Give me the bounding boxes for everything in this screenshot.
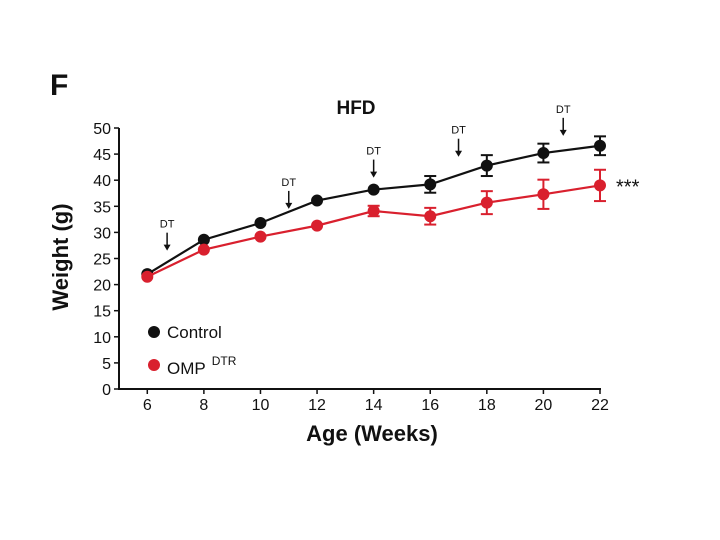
dt-arrow-3: DT: [366, 146, 381, 178]
y-tick-label-10: 10: [93, 330, 111, 347]
x-tick-label-14: 14: [365, 397, 383, 414]
data-point: [480, 196, 493, 209]
legend-label-superscript: DTR: [212, 354, 237, 368]
y-tick-label-35: 35: [93, 199, 111, 216]
arrow-down-icon: [163, 244, 171, 251]
y-tick-label-0: 0: [102, 382, 111, 399]
x-tick-label-22: 22: [591, 397, 609, 414]
data-point: [424, 210, 437, 223]
dt-label: DT: [160, 219, 175, 231]
data-point: [367, 204, 380, 217]
data-point: [197, 243, 210, 256]
data-point: [537, 147, 550, 160]
legend-label-omp-dtr: OMP DTR: [167, 354, 237, 378]
data-point: [424, 178, 437, 191]
data-point: [594, 179, 606, 192]
data-point: [254, 230, 267, 243]
legend-marker-control: [148, 326, 160, 338]
data-point: [141, 270, 154, 283]
dt-arrow-2: DT: [281, 177, 296, 209]
annotations: DT DT DT DT DT ***: [160, 104, 640, 251]
y-axis-label: Weight (g): [48, 203, 73, 310]
dt-label: DT: [451, 125, 466, 137]
data-point: [537, 188, 550, 201]
data-point: [197, 233, 210, 246]
data-point: [311, 219, 324, 232]
y-tick-label-45: 45: [93, 147, 111, 164]
x-tick-label-20: 20: [535, 397, 553, 414]
dt-arrow-4: DT: [451, 125, 466, 157]
legend: Control OMP DTR: [148, 323, 237, 378]
legend-label-omp: OMP: [167, 359, 206, 378]
data-point: [367, 183, 380, 196]
x-tick-label-12: 12: [308, 397, 326, 414]
y-tick-label-5: 5: [102, 356, 111, 373]
y-tick-label-20: 20: [93, 278, 111, 295]
dt-label: DT: [281, 177, 296, 189]
dt-label: DT: [366, 146, 381, 158]
arrow-down-icon: [370, 171, 378, 178]
x-tick-label-16: 16: [421, 397, 439, 414]
dt-arrow-5: DT: [556, 104, 571, 136]
significance-label: ***: [616, 176, 640, 198]
data-point: [480, 159, 493, 172]
legend-marker-omp-dtr: [148, 359, 160, 371]
axes: 0 5 10 15 20 25 30 35 40 45 50 6 8 10 12 14 16 18 20 22: [93, 121, 609, 414]
y-tick-label-30: 30: [93, 225, 111, 242]
y-tick-label-25: 25: [93, 252, 111, 269]
dt-label: DT: [556, 104, 571, 116]
arrow-down-icon: [285, 202, 293, 209]
panel-label: F: [50, 69, 68, 102]
arrow-down-icon: [455, 150, 463, 157]
x-tick-label-6: 6: [143, 397, 152, 414]
series-omp: [141, 168, 606, 283]
legend-label-control: Control: [167, 323, 222, 342]
arrow-down-icon: [559, 129, 567, 136]
data-point: [254, 217, 267, 230]
y-tick-label-15: 15: [93, 304, 111, 321]
data-point: [594, 139, 606, 152]
x-axis-label: Age (Weeks): [306, 421, 438, 446]
legend-item-omp-dtr: OMP DTR: [148, 354, 237, 378]
x-tick-label-10: 10: [252, 397, 270, 414]
legend-item-control: Control: [148, 323, 222, 342]
dt-arrow-1: DT: [160, 219, 175, 251]
y-tick-label-40: 40: [93, 173, 111, 190]
series-layer: [141, 135, 606, 283]
y-tick-label-50: 50: [93, 121, 111, 138]
x-tick-label-18: 18: [478, 397, 496, 414]
x-tick-label-8: 8: [199, 397, 208, 414]
chart-title: HFD: [336, 98, 375, 119]
series-line-omp: [146, 184, 601, 278]
data-point: [311, 194, 324, 207]
